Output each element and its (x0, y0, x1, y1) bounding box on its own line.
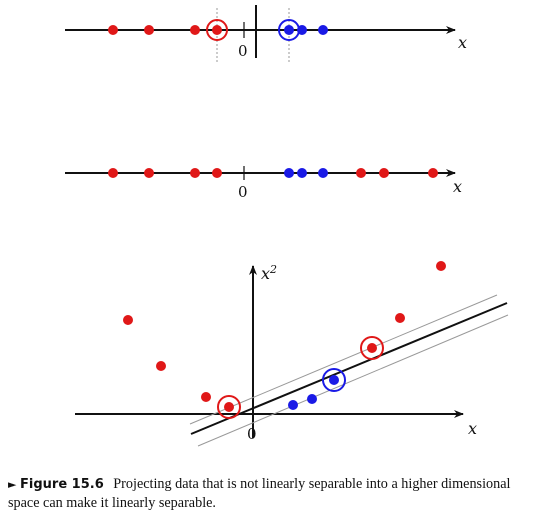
blue-point (297, 25, 307, 35)
red-point (123, 315, 133, 325)
caption-text: Projecting data that is not linearly sep… (8, 476, 511, 511)
x-axis-label: x (468, 419, 477, 438)
zero-label: 0 (238, 42, 248, 60)
support-vector-ring (206, 19, 228, 41)
figure-diagram: 0 x 0 x 0 x x2 (65, 5, 509, 447)
panel-2d-projection: 0 x x2 (75, 261, 509, 447)
red-point (395, 313, 405, 323)
red-point (367, 343, 377, 353)
zero-label: 0 (238, 183, 248, 201)
red-point (190, 168, 200, 178)
x-axis-label: x (453, 177, 462, 196)
margin-line (197, 314, 509, 447)
red-point (212, 25, 222, 35)
support-vector-ring (322, 368, 346, 392)
red-point (212, 168, 222, 178)
blue-point (318, 25, 328, 35)
decision-boundary (190, 302, 508, 435)
blue-point (329, 375, 339, 385)
red-point (108, 25, 118, 35)
figure-caption: ► Figure 15.6 Projecting data that is no… (8, 475, 533, 512)
red-point (190, 25, 200, 35)
blue-point (284, 25, 294, 35)
zero-label: 0 (247, 425, 257, 443)
panel-1d-separated: 0 x (65, 5, 467, 62)
red-point (201, 392, 211, 402)
figure-number: Figure 15.6 (20, 477, 104, 492)
red-point (428, 168, 438, 178)
support-vector-ring (360, 336, 384, 360)
red-point (156, 361, 166, 371)
x-axis-label: x (458, 33, 467, 52)
y-axis-label: x2 (261, 263, 277, 283)
blue-point (297, 168, 307, 178)
margin-line (189, 294, 498, 425)
red-point (144, 168, 154, 178)
red-point (436, 261, 446, 271)
red-point (224, 402, 234, 412)
red-point (379, 168, 389, 178)
blue-point (307, 394, 317, 404)
y-axis-superscript: 2 (269, 263, 277, 276)
support-vector-ring (217, 395, 241, 419)
red-point (356, 168, 366, 178)
blue-point (288, 400, 298, 410)
blue-point (284, 168, 294, 178)
red-point (108, 168, 118, 178)
red-point (144, 25, 154, 35)
blue-point (318, 168, 328, 178)
panel-1d-inseparable: 0 x (65, 166, 462, 201)
caption-marker: ► (8, 478, 17, 491)
